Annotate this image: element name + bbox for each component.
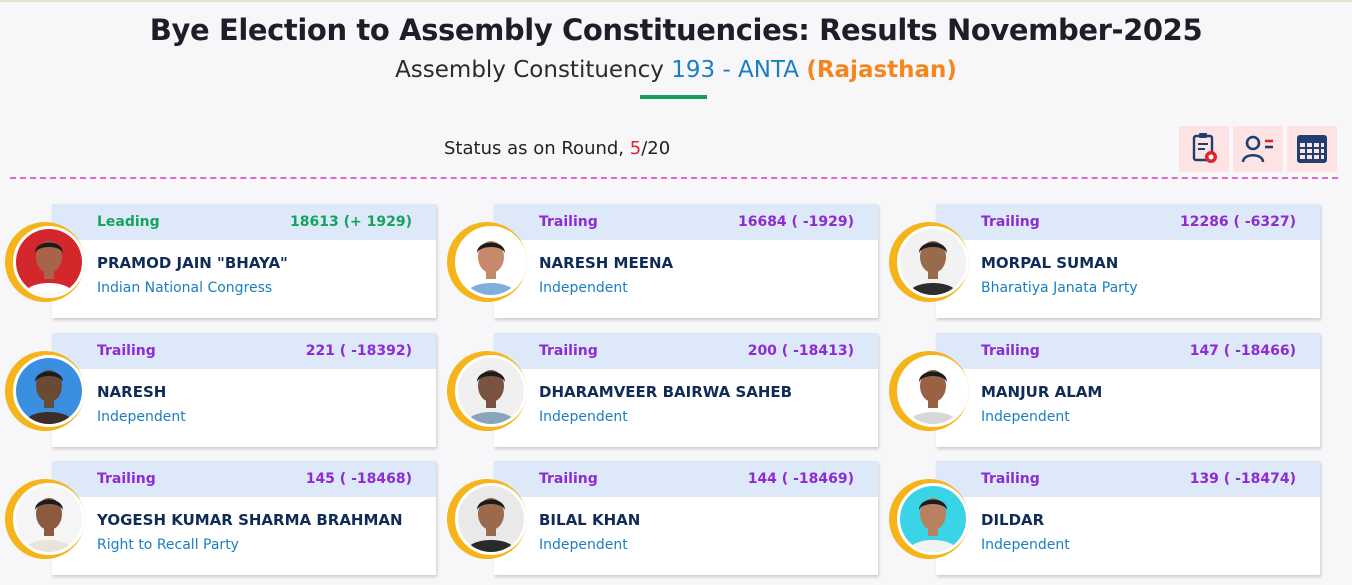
candidate-party: Independent bbox=[539, 409, 628, 425]
card-header: Trailing 16684 ( -1929) bbox=[494, 204, 878, 240]
card-header: Trailing 221 ( -18392) bbox=[52, 333, 436, 369]
avatar bbox=[455, 483, 527, 555]
candidate-photo bbox=[889, 351, 969, 431]
candidate-photo bbox=[447, 222, 527, 302]
avatar bbox=[13, 355, 85, 427]
candidate-name: DILDAR bbox=[981, 511, 1045, 529]
subtitle-prefix: Assembly Constituency bbox=[395, 57, 664, 83]
round-current: 5 bbox=[629, 138, 642, 159]
candidate-photo bbox=[447, 479, 527, 559]
candidate-party: Independent bbox=[97, 409, 186, 425]
candidate-photo bbox=[5, 351, 85, 431]
avatar bbox=[897, 226, 969, 298]
card-header: Trailing 147 ( -18466) bbox=[936, 333, 1320, 369]
page-subtitle: Assembly Constituency 193 - ANTA (Rajast… bbox=[0, 57, 1352, 83]
candidate-name: MORPAL SUMAN bbox=[981, 254, 1119, 272]
candidate-card[interactable]: Trailing 139 ( -18474) DILDAR Independen… bbox=[936, 461, 1320, 575]
candidate-card[interactable]: Trailing 221 ( -18392) NARESH Independen… bbox=[52, 333, 436, 447]
candidate-votes: 12286 ( -6327) bbox=[1179, 214, 1296, 230]
candidate-votes: 147 ( -18466) bbox=[1189, 343, 1296, 359]
candidate-status: Trailing bbox=[539, 214, 598, 230]
candidate-name: NARESH MEENA bbox=[539, 254, 674, 272]
candidate-party: Independent bbox=[981, 409, 1070, 425]
candidate-card[interactable]: Trailing 144 ( -18469) BILAL KHAN Indepe… bbox=[494, 461, 878, 575]
card-header: Trailing 200 ( -18413) bbox=[494, 333, 878, 369]
top-border bbox=[0, 0, 1352, 2]
candidate-status: Trailing bbox=[539, 471, 598, 487]
candidate-card[interactable]: Trailing 147 ( -18466) MANJUR ALAM Indep… bbox=[936, 333, 1320, 447]
avatar bbox=[13, 226, 85, 298]
candidate-list-icon bbox=[1241, 135, 1273, 163]
candidate-status: Trailing bbox=[539, 343, 598, 359]
page-title: Bye Election to Assembly Constituencies:… bbox=[149, 13, 1203, 47]
card-header: Trailing 144 ( -18469) bbox=[494, 461, 878, 497]
candidate-party: Independent bbox=[981, 537, 1070, 553]
round-status: Status as on Round, 5/20 bbox=[444, 138, 670, 159]
candidate-card[interactable]: Leading 18613 (+ 1929) PRAMOD JAIN "BHAY… bbox=[52, 204, 436, 318]
candidate-votes: 139 ( -18474) bbox=[1189, 471, 1296, 487]
candidate-photo bbox=[889, 222, 969, 302]
card-header: Trailing 145 ( -18468) bbox=[52, 461, 436, 497]
round-status-label: Status as on Round, bbox=[444, 138, 625, 159]
avatar bbox=[897, 355, 969, 427]
candidate-votes: 145 ( -18468) bbox=[305, 471, 412, 487]
candidate-photo bbox=[447, 351, 527, 431]
candidate-votes: 221 ( -18392) bbox=[305, 343, 412, 359]
candidate-votes: 16684 ( -1929) bbox=[737, 214, 854, 230]
title-underline bbox=[640, 95, 707, 99]
avatar bbox=[897, 483, 969, 555]
candidate-photo bbox=[5, 222, 85, 302]
candidate-party: Right to Recall Party bbox=[97, 537, 239, 553]
candidate-party: Indian National Congress bbox=[97, 280, 273, 296]
candidate-party: Independent bbox=[539, 537, 628, 553]
candidate-name: DHARAMVEER BAIRWA SAHEB bbox=[539, 383, 793, 401]
candidate-name: NARESH bbox=[97, 383, 167, 401]
avatar bbox=[455, 226, 527, 298]
candidate-card[interactable]: Trailing 12286 ( -6327) MORPAL SUMAN Bha… bbox=[936, 204, 1320, 318]
candidate-votes: 18613 (+ 1929) bbox=[290, 214, 412, 230]
candidate-status: Trailing bbox=[981, 214, 1040, 230]
candidate-status: Leading bbox=[97, 214, 160, 230]
card-header: Trailing 139 ( -18474) bbox=[936, 461, 1320, 497]
candidate-photo bbox=[5, 479, 85, 559]
candidate-card[interactable]: Trailing 200 ( -18413) DHARAMVEER BAIRWA… bbox=[494, 333, 878, 447]
report-icon bbox=[1192, 133, 1217, 163]
report-button[interactable] bbox=[1179, 126, 1229, 172]
candidate-photo bbox=[889, 479, 969, 559]
candidate-card[interactable]: Trailing 16684 ( -1929) NARESH MEENA Ind… bbox=[494, 204, 878, 318]
candidate-name: YOGESH KUMAR SHARMA BRAHMAN bbox=[97, 511, 403, 529]
candidate-name: BILAL KHAN bbox=[539, 511, 641, 529]
card-header: Leading 18613 (+ 1929) bbox=[52, 204, 436, 240]
candidate-card[interactable]: Trailing 145 ( -18468) YOGESH KUMAR SHAR… bbox=[52, 461, 436, 575]
candidate-status: Trailing bbox=[97, 471, 156, 487]
candidate-name: PRAMOD JAIN "BHAYA" bbox=[97, 254, 288, 272]
avatar bbox=[13, 483, 85, 555]
card-header: Trailing 12286 ( -6327) bbox=[936, 204, 1320, 240]
state-name: (Rajasthan) bbox=[806, 57, 957, 83]
candidate-list-button[interactable] bbox=[1233, 126, 1283, 172]
avatar bbox=[455, 355, 527, 427]
candidate-status: Trailing bbox=[97, 343, 156, 359]
constituency-name: 193 - ANTA bbox=[671, 57, 799, 83]
candidate-votes: 144 ( -18469) bbox=[747, 471, 854, 487]
section-divider bbox=[10, 177, 1338, 179]
candidate-party: Bharatiya Janata Party bbox=[981, 280, 1138, 296]
table-view-button[interactable] bbox=[1287, 126, 1337, 172]
candidate-status: Trailing bbox=[981, 471, 1040, 487]
candidate-status: Trailing bbox=[981, 343, 1040, 359]
candidate-party: Independent bbox=[539, 280, 628, 296]
candidate-name: MANJUR ALAM bbox=[981, 383, 1103, 401]
table-view-icon bbox=[1297, 135, 1327, 163]
candidate-votes: 200 ( -18413) bbox=[747, 343, 854, 359]
round-total: /20 bbox=[641, 138, 671, 159]
